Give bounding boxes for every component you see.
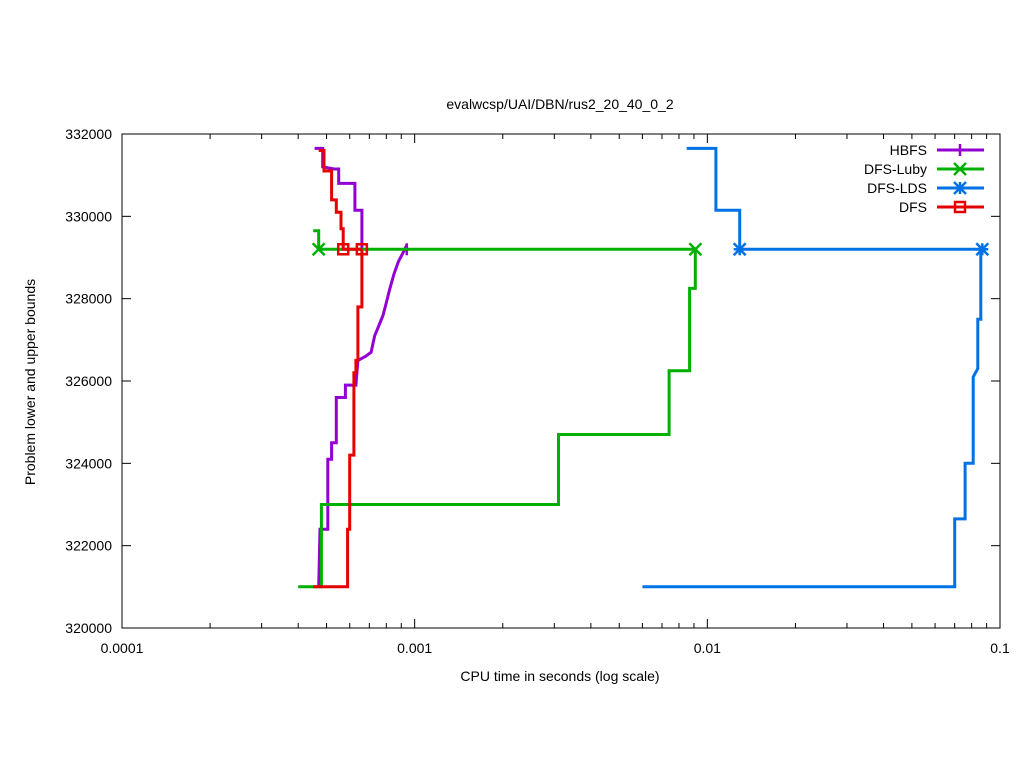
series-dfs-lower-line (313, 249, 364, 589)
y-tick-label: 330000 (65, 208, 112, 224)
y-tick-label: 324000 (65, 455, 112, 471)
y-tick-label: 328000 (65, 291, 112, 307)
series-dfs-upper-line (318, 149, 362, 251)
y-axis-title: Problem lower and upper bounds (22, 279, 38, 485)
series-hbfs (314, 146, 413, 587)
series-dfs-lds-upper-line (686, 146, 983, 251)
series-hbfs-upper-line (314, 146, 364, 250)
chart-title: evalwcsp/UAI/DBN/rus2_20_40_0_2 (446, 96, 673, 112)
series-dfs (313, 149, 369, 589)
x-tick-label: 0.01 (694, 640, 721, 656)
series-marker (732, 242, 747, 257)
series-marker (975, 242, 990, 257)
series-dfs-lds-lower-line (642, 249, 983, 589)
plot-frame (121, 133, 1001, 629)
series-marker (355, 243, 369, 256)
y-tick-label: 322000 (65, 538, 112, 554)
series-layer (298, 146, 990, 589)
series-marker (688, 242, 703, 257)
legend: HBFS DFS-Luby DFS-LDS DFS (864, 142, 984, 215)
series-marker (953, 162, 967, 176)
series-dfs-luby-lower-line (298, 249, 697, 589)
y-tick-label: 332000 (65, 126, 112, 142)
series-dfs-luby (298, 229, 703, 589)
y-tick-label: 326000 (65, 373, 112, 389)
legend-label-dfs-luby: DFS-Luby (864, 161, 927, 177)
series-marker (311, 242, 326, 257)
axis-ticks: 320000 322000 324000 326000 328000 330000 3320… (65, 126, 1010, 656)
x-tick-label: 0.001 (397, 640, 432, 656)
legend-label-dfs: DFS (899, 199, 927, 215)
x-axis-title: CPU time in seconds (log scale) (460, 668, 659, 684)
series-marker (954, 144, 966, 156)
legend-label-dfs-lds: DFS-LDS (867, 180, 927, 196)
series-marker (953, 181, 967, 195)
x-tick-label: 0.1 (990, 640, 1010, 656)
series-marker (953, 200, 967, 214)
series-dfs-lds (642, 146, 990, 589)
y-tick-label: 320000 (65, 620, 112, 636)
series-marker (336, 243, 350, 256)
legend-label-hbfs: HBFS (890, 142, 927, 158)
series-dfs-luby-upper-line (313, 229, 696, 251)
x-tick-label: 0.0001 (101, 640, 144, 656)
